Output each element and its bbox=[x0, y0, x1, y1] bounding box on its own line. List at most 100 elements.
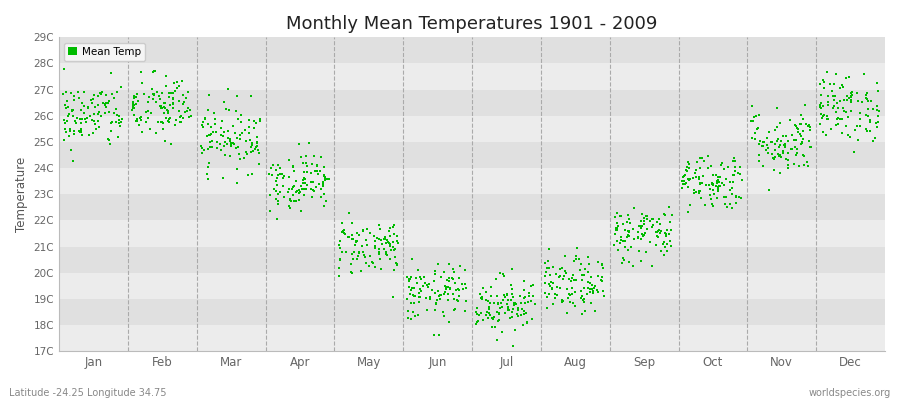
Point bbox=[621, 212, 635, 218]
Point bbox=[826, 93, 841, 100]
Point bbox=[419, 295, 434, 302]
Point bbox=[860, 127, 874, 134]
Point bbox=[482, 300, 497, 306]
Point bbox=[104, 127, 119, 134]
Point bbox=[213, 132, 228, 138]
Point bbox=[632, 248, 646, 254]
Point bbox=[634, 222, 648, 229]
Point bbox=[577, 295, 591, 302]
Point bbox=[176, 92, 191, 98]
Point bbox=[161, 118, 176, 124]
Point bbox=[345, 236, 359, 242]
Point bbox=[724, 185, 739, 191]
Point bbox=[113, 122, 128, 129]
Point bbox=[378, 234, 392, 240]
Point bbox=[94, 91, 108, 98]
Point bbox=[428, 270, 443, 277]
Point bbox=[297, 186, 311, 192]
Point bbox=[472, 312, 486, 318]
Point bbox=[80, 115, 94, 121]
Point bbox=[134, 129, 148, 135]
Point bbox=[764, 139, 778, 145]
Point bbox=[161, 94, 176, 100]
Point bbox=[230, 145, 244, 151]
Point bbox=[836, 104, 850, 111]
Point bbox=[310, 162, 324, 169]
Point bbox=[210, 145, 224, 151]
Point bbox=[309, 183, 323, 190]
Point bbox=[297, 169, 311, 176]
Point bbox=[752, 124, 766, 131]
Point bbox=[859, 94, 873, 101]
Point bbox=[314, 154, 328, 160]
Point bbox=[201, 146, 215, 152]
Point bbox=[726, 178, 741, 185]
Point bbox=[506, 306, 520, 312]
Point bbox=[158, 114, 173, 121]
Point bbox=[609, 210, 624, 216]
Point bbox=[843, 90, 858, 96]
Point bbox=[410, 312, 425, 318]
Point bbox=[292, 187, 306, 193]
Point bbox=[59, 118, 74, 124]
Point bbox=[692, 155, 706, 161]
Point bbox=[744, 103, 759, 109]
Point bbox=[870, 80, 885, 86]
Point bbox=[84, 96, 98, 103]
Point bbox=[504, 296, 518, 303]
Point bbox=[289, 188, 303, 195]
Point bbox=[312, 168, 327, 174]
Point bbox=[842, 95, 856, 101]
Point bbox=[245, 171, 259, 177]
Point bbox=[314, 186, 328, 192]
Point bbox=[691, 174, 706, 180]
Point bbox=[241, 130, 256, 136]
Point bbox=[251, 147, 266, 154]
Point bbox=[658, 244, 672, 250]
Point bbox=[768, 147, 782, 154]
Point bbox=[767, 167, 781, 173]
Point bbox=[556, 273, 571, 279]
Point bbox=[299, 160, 313, 166]
Point bbox=[203, 131, 218, 137]
Point bbox=[148, 68, 162, 74]
Point bbox=[570, 245, 584, 252]
Point bbox=[681, 161, 696, 168]
Point bbox=[512, 293, 526, 300]
Point bbox=[796, 128, 811, 134]
Point bbox=[718, 201, 733, 207]
Point bbox=[789, 137, 804, 143]
Point bbox=[458, 267, 473, 274]
Point bbox=[386, 244, 400, 250]
Point bbox=[801, 122, 815, 128]
Point bbox=[638, 213, 652, 220]
Point bbox=[89, 126, 104, 132]
Point bbox=[287, 198, 302, 204]
Point bbox=[588, 308, 602, 314]
Point bbox=[544, 279, 558, 286]
Point bbox=[409, 275, 423, 282]
Point bbox=[269, 188, 284, 195]
Point bbox=[538, 290, 553, 296]
Point bbox=[425, 287, 439, 293]
Point bbox=[646, 216, 661, 222]
Point bbox=[659, 231, 673, 238]
Point bbox=[760, 142, 774, 148]
Point bbox=[433, 296, 447, 302]
Point bbox=[637, 232, 652, 238]
Point bbox=[249, 134, 264, 140]
Point bbox=[545, 301, 560, 308]
Point bbox=[316, 180, 330, 186]
Point bbox=[842, 74, 856, 80]
Point bbox=[553, 284, 567, 291]
Point bbox=[830, 116, 844, 122]
Point bbox=[577, 271, 591, 278]
Point bbox=[363, 230, 377, 236]
Point bbox=[508, 327, 523, 333]
Point bbox=[553, 272, 567, 279]
Point bbox=[794, 120, 808, 127]
Point bbox=[542, 291, 556, 297]
Point bbox=[522, 293, 536, 300]
Point bbox=[839, 75, 853, 82]
Point bbox=[152, 103, 166, 110]
